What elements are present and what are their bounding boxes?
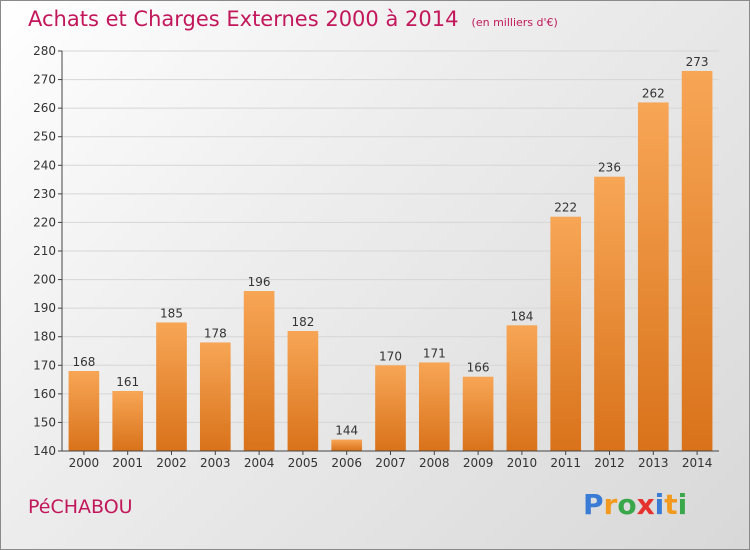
y-tick-label: 140	[33, 444, 56, 458]
x-tick-label-2006: 2006	[331, 456, 362, 470]
data-label-2007: 170	[379, 349, 402, 363]
x-tick-label-2000: 2000	[69, 456, 100, 470]
data-label-2004: 196	[248, 275, 271, 289]
logo-letter: i	[654, 488, 665, 521]
y-tick-label: 220	[33, 215, 56, 229]
y-tick-label: 210	[33, 244, 56, 258]
logo-letter: x	[636, 488, 655, 521]
y-tick-label: 250	[33, 130, 56, 144]
data-label-2006: 144	[335, 424, 358, 438]
y-tick-label: 160	[33, 387, 56, 401]
data-label-2014: 273	[686, 55, 709, 69]
data-label-2008: 171	[423, 346, 446, 360]
data-label-2001: 161	[116, 375, 139, 389]
data-label-2013: 262	[642, 86, 665, 100]
proxiti-logo: Proxiti	[583, 488, 687, 521]
data-label-2012: 236	[598, 161, 621, 175]
logo-letter: o	[617, 488, 637, 521]
data-label-2010: 184	[510, 309, 533, 323]
data-label-2003: 178	[204, 326, 227, 340]
y-tick-label: 150	[33, 415, 56, 429]
y-tick-label: 240	[33, 158, 56, 172]
bar-2013	[637, 102, 669, 451]
y-tick-label: 280	[33, 44, 56, 58]
x-tick-label-2012: 2012	[594, 456, 625, 470]
x-tick-label-2008: 2008	[419, 456, 450, 470]
x-tick-label-2013: 2013	[638, 456, 669, 470]
bar-2007	[375, 365, 406, 451]
x-tick-label-2004: 2004	[244, 456, 275, 470]
y-tick-label: 200	[33, 273, 56, 287]
bar-2006	[331, 439, 363, 451]
chart-title-block: Achats et Charges Externes 2000 à 2014 (…	[28, 7, 558, 31]
logo-letter: r	[603, 488, 618, 521]
data-label-2000: 168	[72, 355, 95, 369]
bar-2003	[199, 342, 231, 451]
y-tick-label: 170	[33, 358, 56, 372]
bar-2005	[287, 331, 319, 451]
x-tick-label-2014: 2014	[682, 456, 713, 470]
axes	[58, 50, 719, 455]
bar-2004	[243, 291, 275, 451]
y-tick-label: 270	[33, 73, 56, 87]
commune-name: PéCHABOU	[28, 496, 133, 518]
chart-title: Achats et Charges Externes 2000 à 2014	[28, 7, 459, 31]
data-label-2011: 222	[554, 201, 577, 215]
chart-subtitle: (en milliers d'€)	[471, 16, 558, 29]
bar-chart: 140 150 160 170 180 190 200 210 220 230 240 250 260 2…	[33, 44, 719, 470]
x-tick-label-2001: 2001	[112, 456, 143, 470]
bar-2014	[681, 71, 713, 451]
data-label-2009: 166	[467, 361, 490, 375]
x-tick-label-2011: 2011	[550, 456, 581, 470]
y-tick-label: 180	[33, 330, 56, 344]
bar-2011	[550, 216, 582, 451]
data-label-2002: 185	[160, 306, 183, 320]
bar-2009	[462, 376, 494, 451]
logo-letter: i	[677, 488, 688, 521]
x-tick-label-2007: 2007	[375, 456, 406, 470]
x-tick-label-2003: 2003	[200, 456, 231, 470]
y-tick-label: 190	[33, 301, 56, 315]
x-tick-label-2002: 2002	[156, 456, 187, 470]
bars	[68, 71, 713, 451]
y-tick-label: 230	[33, 187, 56, 201]
x-tick-label-2010: 2010	[507, 456, 538, 470]
y-tick-label: 260	[33, 101, 56, 115]
bar-2010	[506, 325, 538, 451]
x-tick-label-2009: 2009	[463, 456, 494, 470]
logo-letter: P	[583, 488, 604, 521]
bar-2000	[68, 371, 100, 451]
bar-2001	[112, 391, 144, 451]
bar-2002	[156, 322, 187, 451]
bar-2012	[594, 176, 625, 451]
bar-2008	[418, 362, 450, 451]
data-label-2005: 182	[291, 315, 314, 329]
labels: 140 150 160 170 180 190 200 210 220 230 240 250 260 2…	[33, 44, 712, 470]
x-tick-label-2005: 2005	[288, 456, 319, 470]
logo-letter: t	[664, 488, 678, 521]
